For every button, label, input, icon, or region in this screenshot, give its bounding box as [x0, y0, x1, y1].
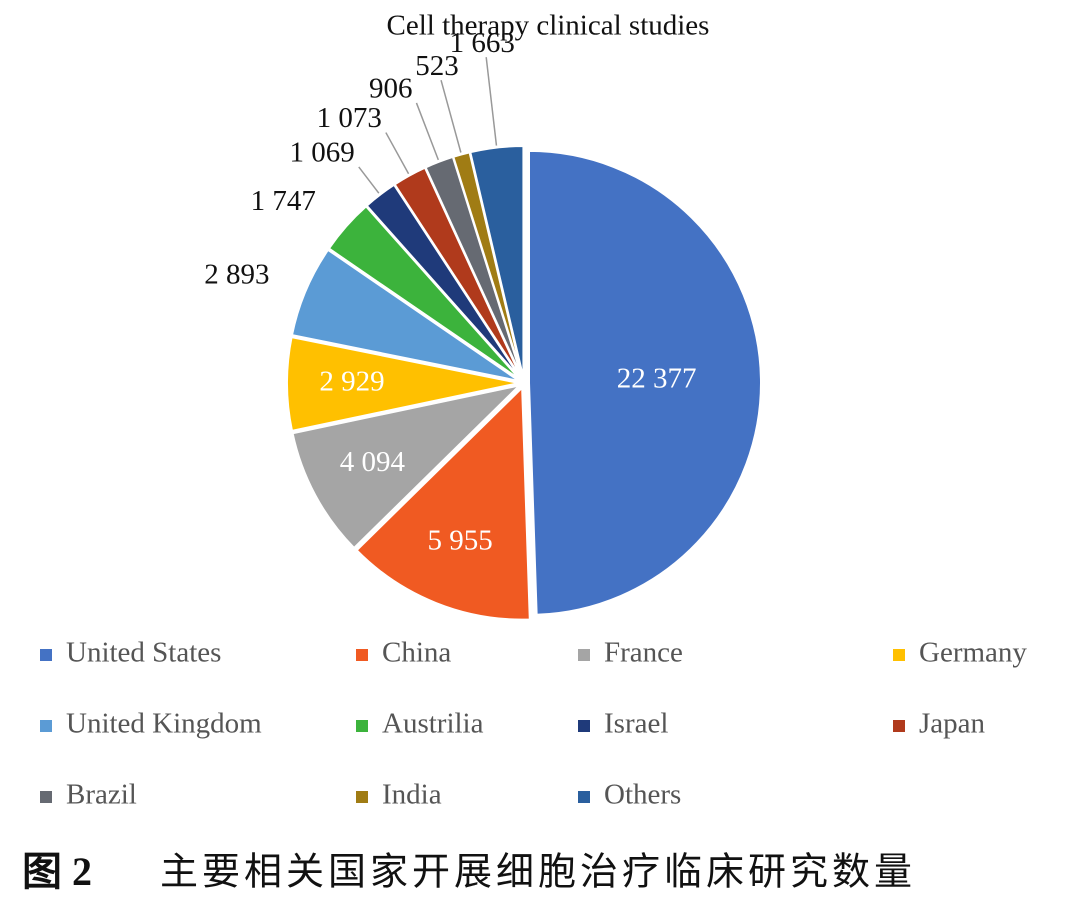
pie-slice: [291, 383, 523, 550]
legend-label: Austrilia: [382, 708, 484, 740]
data-label: 22 377: [617, 362, 697, 394]
caption-text: 主要相关国家开展细胞治疗临床研究数量: [160, 852, 916, 894]
legend-label: China: [382, 637, 451, 669]
caption-figure: 图 2: [22, 849, 92, 894]
leader-line: [440, 79, 462, 153]
pie-slice: [469, 145, 525, 379]
data-label: 1 663: [450, 27, 515, 59]
legend-swatch: [893, 649, 905, 661]
legend-swatch: [356, 649, 368, 661]
data-label: 1 073: [317, 102, 382, 134]
legend-label: Israel: [604, 708, 668, 740]
pie-slice: [355, 385, 531, 621]
data-label: 1 747: [251, 185, 316, 217]
legend-swatch: [578, 649, 590, 661]
data-label: 906: [369, 73, 413, 105]
leader-line: [415, 102, 440, 161]
data-label: 5 955: [427, 524, 492, 556]
legend-swatch: [893, 720, 905, 732]
legend-label: Germany: [919, 637, 1027, 669]
legend-swatch: [40, 791, 52, 803]
data-label: 1 069: [290, 137, 355, 169]
pie-slice: [286, 335, 520, 433]
pie-slice: [527, 149, 762, 616]
legend-label: India: [382, 779, 442, 811]
leader-line: [385, 132, 410, 175]
legend-swatch: [578, 720, 590, 732]
legend-swatch: [356, 791, 368, 803]
data-label: 523: [415, 50, 459, 82]
data-label: 4 094: [340, 446, 406, 478]
legend-swatch: [40, 720, 52, 732]
legend-swatch: [356, 720, 368, 732]
pie-slice: [290, 248, 520, 383]
pie-slice: [327, 204, 521, 381]
legend-swatch: [578, 791, 590, 803]
leader-line: [358, 166, 380, 194]
legend-label: France: [604, 637, 683, 669]
data-label: 2 929: [319, 365, 384, 397]
chart-title: Cell therapy clinical studies: [387, 10, 710, 42]
legend-label: Brazil: [66, 779, 137, 811]
data-label: 2 893: [204, 259, 269, 291]
legend-label: United Kingdom: [66, 708, 262, 740]
legend-label: Others: [604, 779, 681, 811]
legend-label: United States: [66, 637, 221, 669]
legend-swatch: [40, 649, 52, 661]
leader-line: [485, 57, 498, 146]
legend-label: Japan: [919, 708, 986, 740]
